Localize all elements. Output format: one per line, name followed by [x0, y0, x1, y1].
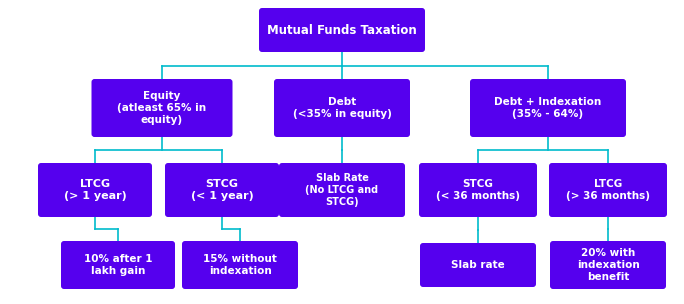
FancyBboxPatch shape — [182, 241, 298, 289]
Text: Debt
(<35% in equity): Debt (<35% in equity) — [293, 97, 391, 119]
FancyBboxPatch shape — [38, 163, 152, 217]
Text: 15% without
indexation: 15% without indexation — [203, 254, 277, 276]
Text: Slab Rate
(No LTCG and
STCG): Slab Rate (No LTCG and STCG) — [306, 173, 378, 207]
FancyBboxPatch shape — [470, 79, 626, 137]
FancyBboxPatch shape — [61, 241, 175, 289]
FancyBboxPatch shape — [274, 79, 410, 137]
Text: 10% after 1
lakh gain: 10% after 1 lakh gain — [83, 254, 153, 276]
Text: LTCG
(> 36 months): LTCG (> 36 months) — [566, 179, 650, 201]
Text: Mutual Funds Taxation: Mutual Funds Taxation — [267, 23, 417, 36]
FancyBboxPatch shape — [279, 163, 405, 217]
Text: Slab rate: Slab rate — [451, 260, 505, 270]
Text: STCG
(< 1 year): STCG (< 1 year) — [191, 179, 253, 201]
FancyBboxPatch shape — [549, 163, 667, 217]
FancyBboxPatch shape — [419, 163, 537, 217]
FancyBboxPatch shape — [550, 241, 666, 289]
FancyBboxPatch shape — [259, 8, 425, 52]
Text: LTCG
(> 1 year): LTCG (> 1 year) — [64, 179, 127, 201]
Text: 20% with
indexation
benefit: 20% with indexation benefit — [577, 247, 640, 282]
Text: Debt + Indexation
(35% - 64%): Debt + Indexation (35% - 64%) — [495, 97, 602, 119]
FancyBboxPatch shape — [420, 243, 536, 287]
Text: STCG
(< 36 months): STCG (< 36 months) — [436, 179, 520, 201]
FancyBboxPatch shape — [92, 79, 233, 137]
FancyBboxPatch shape — [165, 163, 279, 217]
Text: Equity
(atleast 65% in
equity): Equity (atleast 65% in equity) — [118, 91, 207, 126]
